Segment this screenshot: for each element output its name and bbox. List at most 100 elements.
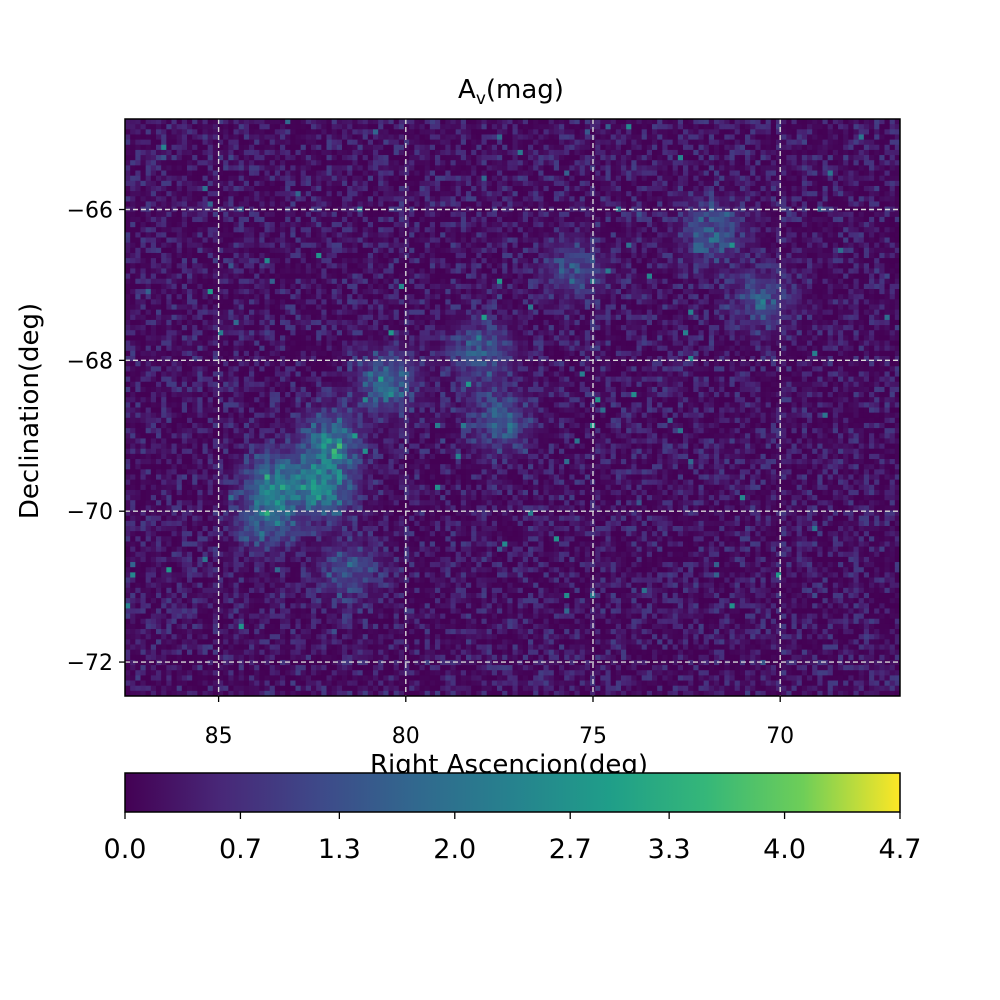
heatmap-cell [228,263,234,269]
heatmap-cell [698,211,705,218]
heatmap-cell [166,119,172,125]
heatmap-cell [574,211,581,218]
heatmap-cell [202,247,209,254]
heatmap-cell [202,165,209,171]
heatmap-cell [238,191,245,197]
heatmap-cell [362,196,369,202]
heatmap-cell [838,232,844,238]
heatmap-cell [734,242,741,249]
heatmap-cell [481,119,488,125]
heatmap-cell [352,170,358,177]
heatmap-cell [801,222,808,228]
heatmap-cell [564,201,570,207]
heatmap-cell [564,175,570,182]
heatmap-cell [652,119,658,125]
heatmap-cell [207,247,214,254]
heatmap-cell [274,165,281,171]
heatmap-cell [894,180,901,187]
heatmap-cell [559,165,565,171]
heatmap-cell [135,289,141,295]
heatmap-cell [176,247,183,254]
heatmap-cell [285,124,291,130]
heatmap-cell [739,283,746,290]
heatmap-cell [502,268,508,274]
heatmap-cell [176,196,183,202]
heatmap-cell [693,175,699,182]
heatmap-cell [218,191,224,197]
heatmap-cell [688,191,694,197]
heatmap-cell [187,222,193,228]
heatmap-cell [243,119,250,125]
heatmap-cell [254,216,260,223]
heatmap-cell [486,222,493,228]
heatmap-cell [791,227,798,233]
heatmap-cell [326,222,333,228]
heatmap-cell [760,165,767,171]
heatmap-cell [347,216,353,223]
heatmap-cell [703,258,710,264]
heatmap-cell [812,222,818,228]
heatmap-cell [662,134,668,141]
heatmap-cell [801,119,808,125]
heatmap-cell [543,232,550,238]
heatmap-cell [486,170,493,177]
heatmap-cell [848,129,854,135]
heatmap-cell [181,139,188,146]
heatmap-cell [889,160,896,166]
heatmap-cell [274,155,281,161]
heatmap-cell [703,149,710,156]
heatmap-cell [817,242,823,249]
heatmap-cell [760,124,767,130]
heatmap-cell [404,247,410,254]
heatmap-cell [884,155,891,161]
heatmap-cell [228,180,234,187]
heatmap-cell [202,139,209,146]
heatmap-cell [729,258,736,264]
heatmap-cell [600,129,606,135]
heatmap-cell [729,139,736,146]
heatmap-cell [636,139,643,146]
heatmap-cell [595,180,601,187]
heatmap-cell [373,258,379,264]
heatmap-cell [455,149,462,156]
heatmap-cell [672,252,679,259]
heatmap-cell [662,216,668,223]
heatmap-cell [507,170,513,177]
heatmap-cell [171,165,178,171]
heatmap-cell [125,180,131,187]
heatmap-cell [584,237,591,244]
heatmap-cell [171,258,178,264]
heatmap-cell [724,185,730,192]
heatmap-cell [848,283,854,290]
heatmap-cell [202,283,209,290]
heatmap-cell [378,222,384,228]
heatmap-cell [414,185,420,192]
heatmap-cell [600,119,606,125]
heatmap-cell [321,278,327,285]
heatmap-cell [460,227,467,233]
heatmap-cell [579,252,586,259]
heatmap-cell [367,165,374,171]
heatmap-cell [734,237,741,244]
heatmap-cell [884,252,891,259]
heatmap-cell [326,196,333,202]
heatmap-cell [884,247,891,254]
heatmap-cell [285,191,291,197]
heatmap-cell [125,237,131,244]
heatmap-cell [362,144,369,151]
heatmap-cell [476,232,482,238]
heatmap-cell [827,216,834,223]
heatmap-cell [331,175,338,182]
heatmap-cell [290,232,296,238]
heatmap-cell [600,160,606,166]
heatmap-cell [522,191,529,197]
heatmap-cell [150,165,157,171]
heatmap-cell [884,258,891,264]
heatmap-cell [254,185,260,192]
heatmap-cell [347,185,353,192]
heatmap-cell [331,258,338,264]
heatmap-cell [378,242,384,249]
heatmap-cell [285,201,291,207]
heatmap-cell [466,155,472,161]
heatmap-cell [145,185,152,192]
